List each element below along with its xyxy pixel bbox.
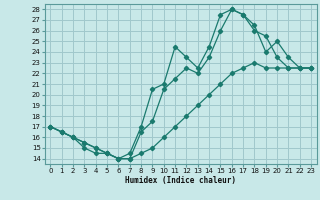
X-axis label: Humidex (Indice chaleur): Humidex (Indice chaleur)	[125, 176, 236, 185]
